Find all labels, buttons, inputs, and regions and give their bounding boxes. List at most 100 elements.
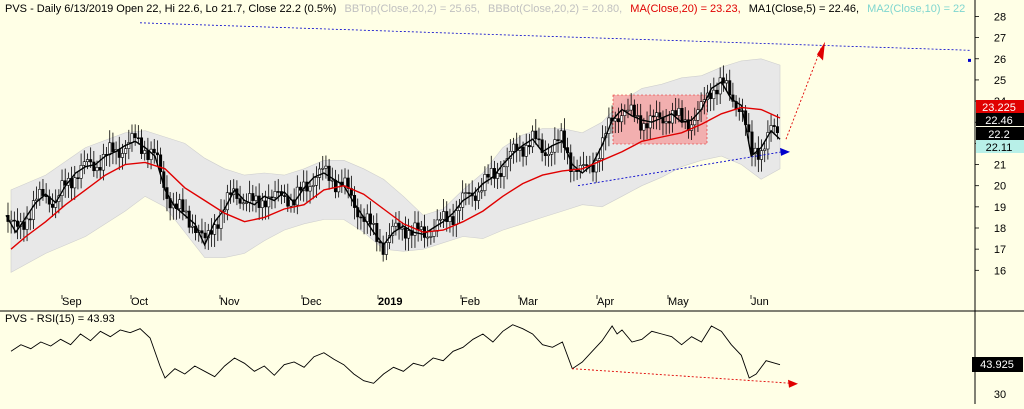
candle-body [512, 143, 516, 152]
target-trendline [785, 48, 822, 140]
y-tick-label: 19 [994, 202, 1006, 214]
candle-body [473, 195, 477, 201]
candle-body [76, 177, 80, 180]
candle-body [772, 125, 776, 127]
candle-body [550, 151, 554, 155]
candle-body [725, 80, 729, 84]
candle-body [181, 199, 185, 212]
candle-body [613, 118, 617, 122]
candle-body [670, 110, 674, 124]
trendlines-layer [139, 22, 971, 187]
candle-body [381, 242, 385, 255]
x-tick-label: Oct [131, 296, 148, 308]
candle-body [597, 158, 601, 161]
y-tick-label: 20 [994, 181, 1006, 193]
candle-body [327, 165, 331, 181]
candle-body [254, 195, 258, 201]
candle-body [400, 227, 404, 230]
candle-body [480, 190, 484, 193]
candle-body [709, 92, 713, 99]
candle-body [346, 177, 350, 189]
candle-body [489, 168, 493, 178]
candle-body [359, 216, 363, 219]
candle-body [273, 191, 277, 198]
candle-body [22, 221, 26, 230]
candle-body [718, 77, 722, 95]
candle-body [190, 225, 194, 228]
header-ma1: MA1(Close,5) = 22.46, [749, 3, 859, 15]
candle-body [79, 165, 83, 179]
candle-body [616, 118, 620, 123]
candle-body [620, 115, 624, 123]
candle-body [216, 224, 220, 229]
candle-body [159, 154, 163, 172]
candle-body [502, 166, 506, 177]
candle-body [486, 174, 490, 178]
moving-averages-layer [5, 81, 781, 250]
marker-dot [968, 58, 971, 62]
candle-body [403, 227, 407, 239]
candle-body [763, 148, 767, 151]
y-tick-label: 25 [994, 75, 1006, 87]
candle-body [591, 164, 595, 173]
candle-body [728, 80, 732, 96]
candle-body [31, 200, 35, 220]
x-tick-label: Sep [62, 296, 82, 308]
candle-body [85, 159, 89, 163]
candle-body [674, 110, 678, 116]
candle-body [658, 112, 662, 118]
rsi-arrowhead [788, 379, 798, 388]
candle-body [73, 177, 77, 189]
candle-body [775, 126, 779, 134]
header-title: PVS - Daily 6/13/2019 Open 22, Hi 22.6, … [5, 3, 336, 15]
candle-body [407, 230, 411, 239]
candle-body [384, 242, 388, 255]
candle-body [747, 124, 751, 133]
x-tick-label: Jun [751, 296, 769, 308]
ma20-line [10, 106, 781, 250]
price-badge [976, 127, 1024, 140]
candle-body [445, 211, 449, 222]
candle-body [426, 236, 430, 239]
candle-body [457, 207, 461, 211]
candle-body [642, 123, 646, 131]
candle-body [680, 108, 684, 123]
candle-body [60, 180, 64, 197]
candle-body [677, 108, 681, 116]
candle-body [394, 222, 398, 227]
header-ma2: MA2(Close,10) = 22 [867, 3, 965, 15]
candle-body [241, 202, 245, 205]
candle-body [664, 121, 668, 124]
candle-body [477, 191, 481, 201]
candle-body [146, 150, 150, 160]
candle-body [737, 108, 741, 112]
candle-body [260, 200, 264, 208]
rsi-panel [10, 324, 798, 388]
candle-body [270, 196, 274, 199]
candle-body [248, 193, 252, 203]
candle-body [143, 150, 147, 154]
candle-body [155, 152, 159, 156]
candle-body [92, 161, 96, 172]
candle-body [200, 230, 204, 234]
candle-body [184, 210, 188, 213]
rsi-value-badge [972, 357, 1023, 372]
candle-body [308, 186, 312, 192]
candle-body [133, 133, 137, 139]
support-trendline [577, 151, 783, 187]
candle-body [467, 192, 471, 194]
candle-body [537, 138, 541, 141]
candle-body [655, 112, 659, 117]
resistance-trendline [139, 22, 971, 51]
candle-body [130, 133, 134, 143]
candle-body [731, 94, 735, 102]
candle-body [16, 220, 20, 227]
candle-body [12, 219, 16, 222]
candle-body [264, 200, 268, 208]
candle-body [451, 216, 455, 225]
candle-body [432, 230, 436, 237]
rsi-divergence-line [571, 368, 793, 384]
price-badge [976, 140, 1024, 153]
x-tick-label: May [668, 296, 689, 308]
candle-body [108, 142, 112, 156]
